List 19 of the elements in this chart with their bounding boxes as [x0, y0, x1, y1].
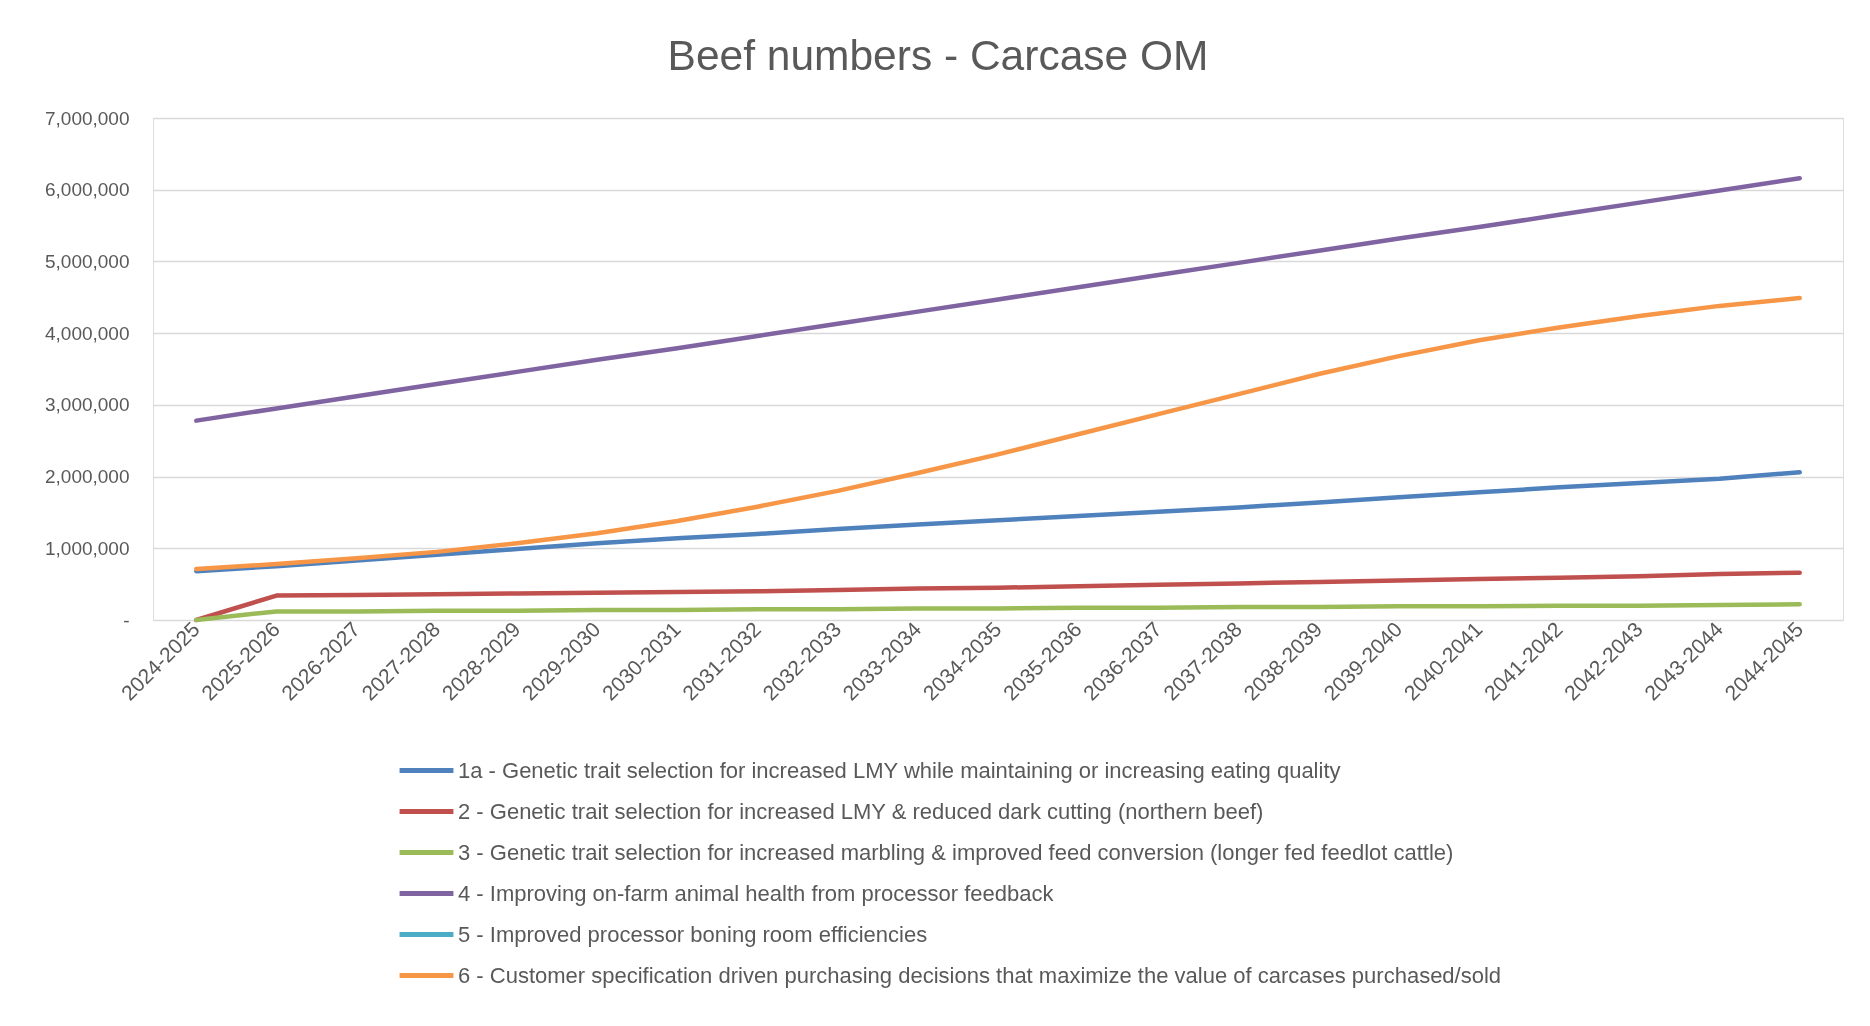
legend-label: 3 - Genetic trait selection for increased marbling & improved feed conversion (longer fed feedlot cattle) — [458, 839, 1454, 865]
y-tick-label: - — [123, 609, 130, 631]
line-series — [194, 175, 1802, 423]
legend-label: 4 - Improving on-farm animal health from processor feedback — [458, 880, 1055, 906]
legend-label: 1a - Genetic trait selection for increased LMY while maintaining or increasing eating quality — [458, 757, 1341, 783]
y-tick-label: 6,000,000 — [44, 179, 130, 201]
y-tick-label: 2,000,000 — [44, 466, 130, 488]
legend-label: 6 - Customer specification driven purchasing decisions that maximize the value of carcases purchased/sold — [458, 962, 1502, 988]
legend-label: 5 - Improved processor boning room efficiencies — [458, 921, 928, 947]
chart-title: Beef numbers - Carcase OM — [667, 31, 1209, 79]
y-tick-label: 1,000,000 — [44, 537, 130, 559]
line-series — [194, 295, 1802, 572]
y-tick-label: 4,000,000 — [44, 322, 130, 344]
y-tick-label: 5,000,000 — [44, 250, 130, 272]
y-tick-label: 7,000,000 — [44, 107, 130, 129]
line-series — [194, 470, 1802, 574]
legend-label: 2 - Genetic trait selection for increased LMY & reduced dark cutting (northern beef) — [458, 798, 1264, 824]
y-tick-label: 3,000,000 — [44, 394, 130, 416]
line-series — [194, 601, 1802, 623]
